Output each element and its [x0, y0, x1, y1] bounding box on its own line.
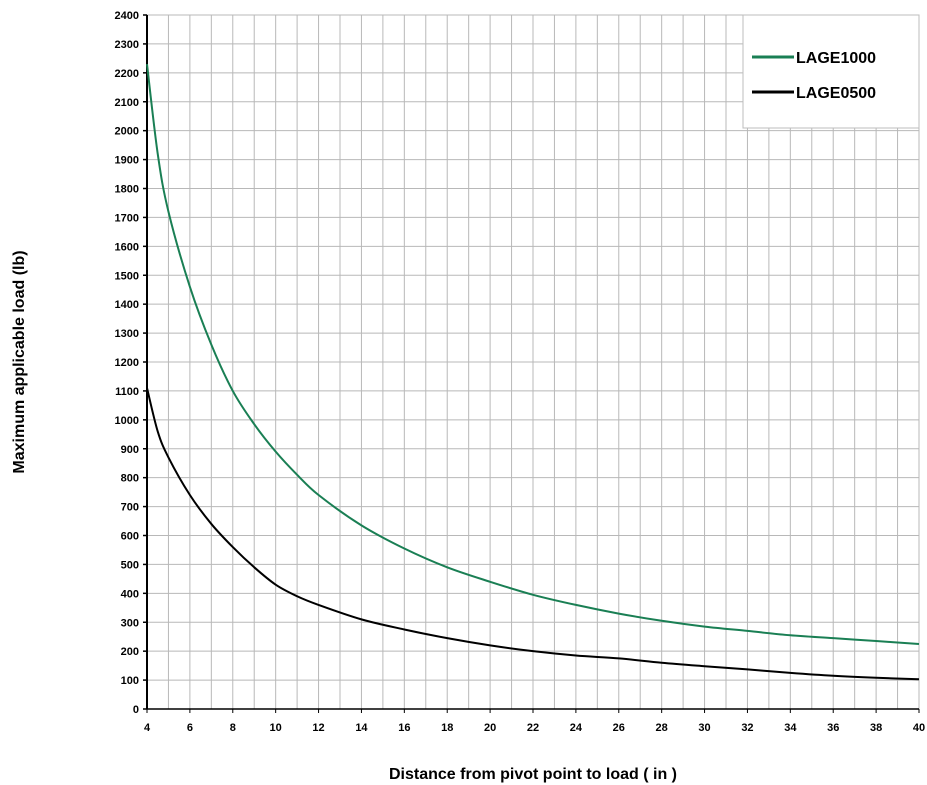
y-tick-label: 600 [121, 531, 139, 543]
legend: LAGE1000 LAGE0500 [742, 14, 920, 129]
y-tick-label: 100 [121, 675, 139, 687]
series-layer [146, 64, 920, 681]
y-tick-label: 1700 [115, 212, 139, 224]
y-tick-label: 2400 [115, 10, 139, 22]
y-tick-label: 2300 [115, 39, 139, 51]
y-tick-label: 500 [121, 559, 139, 571]
y-tick-label: 1500 [115, 270, 139, 282]
horizontal-gridlines [147, 14, 919, 681]
series-line-lage0500 [146, 387, 920, 681]
y-tick-label: 300 [121, 617, 139, 629]
y-tick-label: 2100 [115, 97, 139, 109]
y-tick-label: 2200 [115, 68, 139, 80]
x-tick-label: 38 [870, 722, 882, 734]
x-tick-label: 36 [827, 722, 839, 734]
y-axis-title: Maximum applicable load (lb) [11, 250, 28, 473]
y-tick-label: 1100 [115, 386, 139, 398]
x-tick-label: 34 [784, 722, 797, 734]
y-tick-label: 1300 [115, 328, 139, 340]
x-tick-label: 22 [527, 722, 539, 734]
y-tick-label: 2000 [115, 126, 139, 138]
x-tick-label: 28 [656, 722, 668, 734]
x-tick-label: 14 [355, 722, 368, 734]
x-tick-label: 24 [570, 722, 583, 734]
x-tick-label: 32 [741, 722, 753, 734]
x-tick-label: 20 [484, 722, 496, 734]
y-tick-label: 900 [121, 444, 139, 456]
series-line-lage1000 [146, 64, 920, 645]
y-tick-label: 1600 [115, 241, 139, 253]
y-tick-label: 700 [121, 502, 139, 514]
legend-box [742, 14, 920, 129]
x-tick-label: 4 [144, 722, 151, 734]
y-tick-label: 1200 [115, 357, 139, 369]
y-tick-label: 1800 [115, 184, 139, 196]
x-tick-label: 40 [913, 722, 925, 734]
x-tick-label: 6 [187, 722, 193, 734]
x-tick-label: 30 [698, 722, 710, 734]
y-tick-label: 1000 [115, 415, 139, 427]
legend-label-lage1000: LAGE1000 [796, 50, 876, 67]
y-tick-label: 200 [121, 646, 139, 658]
legend-label-lage0500: LAGE0500 [796, 85, 876, 102]
x-tick-label: 12 [312, 722, 324, 734]
y-tick-labels: 0 100 200 300 400 500 600 700 800 900 1000 1100 1200… [115, 10, 147, 716]
y-tick-label: 800 [121, 473, 139, 485]
x-tick-label: 8 [230, 722, 236, 734]
x-tick-label: 16 [398, 722, 410, 734]
x-axis-title: Distance from pivot point to load ( in ) [389, 766, 677, 783]
y-tick-label: 400 [121, 588, 139, 600]
x-tick-label: 18 [441, 722, 453, 734]
y-tick-label: 1900 [115, 155, 139, 167]
x-tick-label: 10 [270, 722, 282, 734]
x-tick-label: 26 [613, 722, 625, 734]
y-tick-label: 1400 [115, 299, 139, 311]
x-tick-labels: 4 6 8 10 12 14 16 18 20 22 24 26 28 30 32 34 36 38 40 [144, 709, 925, 734]
y-tick-label: 0 [133, 704, 139, 716]
